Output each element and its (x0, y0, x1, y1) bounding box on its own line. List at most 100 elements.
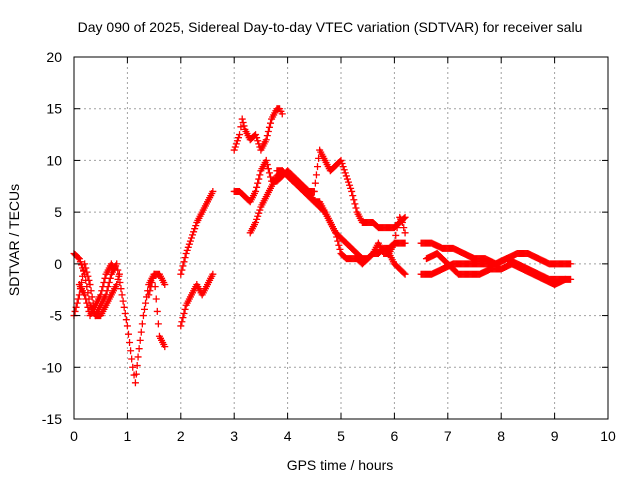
data-point (183, 246, 191, 254)
data-point (161, 281, 169, 289)
data-point (255, 175, 263, 183)
data-point (110, 265, 118, 273)
data-point (114, 275, 122, 283)
data-point (190, 228, 198, 236)
series-E (177, 270, 217, 330)
x-tick-label: 7 (444, 428, 452, 444)
data-point (311, 179, 319, 187)
data-point (262, 156, 270, 164)
data-point (191, 225, 199, 233)
data-point (146, 287, 154, 295)
series-G (230, 105, 286, 154)
data-point (133, 362, 141, 370)
data-point (401, 270, 409, 278)
data-point (142, 299, 150, 307)
data-point (335, 241, 343, 249)
data-point (339, 163, 347, 171)
data-point (262, 136, 270, 144)
data-point (252, 131, 260, 139)
data-point (254, 212, 262, 220)
series-F (177, 187, 217, 278)
data-point (567, 260, 575, 268)
data-point (336, 245, 344, 253)
data-point (127, 347, 135, 355)
data-point (179, 314, 187, 322)
data-point (184, 243, 192, 251)
data-point (267, 173, 275, 181)
data-point (80, 267, 88, 275)
data-point (337, 156, 345, 164)
data-point (390, 239, 398, 247)
data-point (232, 140, 240, 148)
data-point (73, 299, 81, 307)
x-tick-label: 1 (124, 428, 132, 444)
data-point (255, 209, 263, 217)
data-point (100, 278, 108, 286)
x-tick-label: 2 (177, 428, 185, 444)
data-point (83, 283, 91, 291)
data-point (135, 345, 143, 353)
data-point (398, 218, 406, 226)
data-point (278, 110, 286, 118)
data-point (101, 274, 109, 282)
data-point (401, 239, 409, 247)
y-tick-label: 10 (46, 152, 62, 168)
series-D (145, 270, 169, 299)
data-point (182, 250, 190, 258)
data-point (240, 122, 248, 130)
data-point (343, 175, 351, 183)
data-point (314, 163, 322, 171)
data-point (233, 137, 241, 145)
data-point (253, 215, 261, 223)
data-point (338, 160, 346, 168)
data-point (209, 270, 217, 278)
data-point (140, 305, 148, 313)
data-point (400, 269, 408, 277)
chart-title: Day 090 of 2025, Sidereal Day-to-day VTE… (78, 19, 583, 35)
data-point (131, 379, 139, 387)
y-tick-label: -15 (42, 411, 62, 427)
data-point (239, 119, 247, 127)
data-point (120, 303, 128, 311)
data-point (254, 137, 262, 145)
y-tick-label: 5 (54, 204, 62, 220)
data-point (98, 287, 106, 295)
data-point (149, 274, 157, 282)
data-point (238, 115, 246, 123)
data-point (77, 261, 85, 269)
data-point (74, 295, 82, 303)
x-tick-label: 0 (70, 428, 78, 444)
data-point (234, 134, 242, 142)
data-point (346, 181, 354, 189)
data-point (252, 218, 260, 226)
data-point (82, 295, 90, 303)
data-point (344, 178, 352, 186)
data-point (392, 231, 400, 239)
data-point (128, 355, 136, 363)
data-point (341, 169, 349, 177)
data-point (237, 123, 245, 131)
data-point (348, 187, 356, 195)
data-point (122, 316, 130, 324)
data-point (81, 291, 89, 299)
data-point (561, 275, 569, 283)
data-point (231, 143, 239, 151)
data-point (136, 336, 144, 344)
data-point (145, 291, 153, 299)
data-point (351, 200, 359, 208)
data-point (118, 291, 126, 299)
x-tick-label: 4 (284, 428, 292, 444)
data-point (180, 258, 188, 266)
data-point (139, 312, 147, 320)
data-point (347, 184, 355, 192)
data-point (76, 258, 84, 266)
series-C (75, 260, 118, 320)
data-point (185, 240, 193, 248)
series-N (422, 250, 569, 289)
x-axis-label: GPS time / hours (287, 457, 394, 473)
y-axis-label: SDTVAR / TECUs (6, 184, 22, 296)
data-point (189, 231, 197, 239)
data-point (115, 270, 123, 278)
series-K (385, 213, 409, 258)
